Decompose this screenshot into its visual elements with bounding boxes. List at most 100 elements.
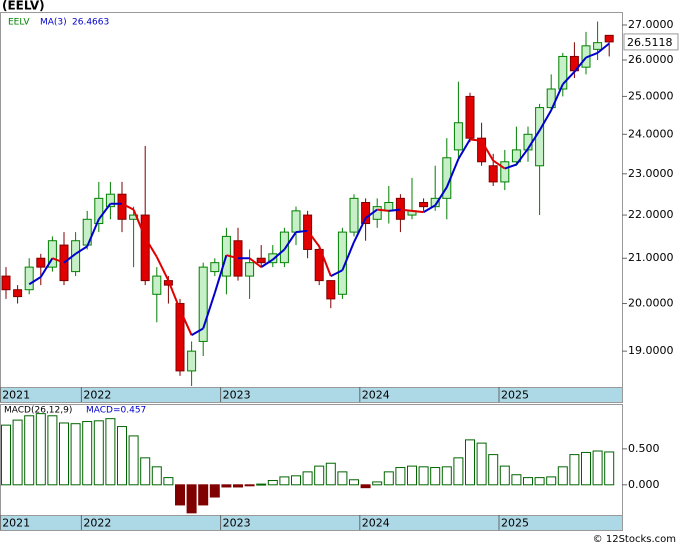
macd-bar [82, 421, 93, 486]
macd-bar [47, 415, 58, 486]
macd-bar [372, 481, 383, 486]
ma-segment [121, 202, 135, 211]
macd-bar [279, 476, 290, 486]
ma-segment [202, 292, 216, 329]
macd-bar [244, 484, 255, 487]
candle-body [279, 231, 289, 264]
ma-segment [213, 254, 228, 294]
y-tick-label: 25.0000 [628, 89, 674, 102]
macd-bar [93, 420, 104, 486]
ma-segment [97, 203, 112, 220]
candle-body [465, 95, 475, 139]
macd-bar [441, 466, 452, 486]
candle-body [175, 303, 185, 372]
legend-price: EELV [8, 18, 30, 28]
ma-segment [550, 83, 564, 111]
ma-segment [492, 159, 506, 170]
macd-bar [453, 457, 464, 486]
price-panel [0, 12, 623, 403]
ma-segment [562, 71, 576, 85]
macd-bar [151, 466, 162, 486]
candle-body [256, 257, 266, 264]
ma-segment [295, 229, 308, 234]
candle-body [291, 210, 301, 233]
x-tick-label: 2024 [362, 517, 390, 530]
candle-body [1, 275, 11, 291]
candle-body [59, 244, 69, 282]
macd-bar [349, 479, 359, 486]
x-tick-label: 2022 [83, 517, 111, 530]
price-box [623, 33, 679, 51]
ma-segment [469, 138, 482, 142]
x-tick-label: 2021 [2, 389, 30, 402]
candle-body [419, 201, 429, 208]
candle-body [604, 34, 614, 43]
macd-panel [0, 404, 623, 531]
x-tick-label: 2025 [501, 389, 529, 402]
ma-segment [377, 208, 389, 212]
macd-bar [569, 454, 580, 486]
y-tick-label: 21.0000 [628, 251, 674, 264]
candle-body [326, 280, 336, 300]
macd-bar [1, 424, 11, 486]
macd-bar [557, 466, 568, 486]
candle-body [349, 197, 359, 233]
x-tick-label: 2024 [362, 389, 390, 402]
ma-segment [179, 309, 193, 336]
candle-body [500, 161, 510, 183]
ma-segment [423, 204, 436, 213]
y-tick-label: 23.0000 [628, 167, 674, 180]
macd-bar [499, 465, 510, 486]
candle-body [187, 350, 197, 372]
x-tick-label: 2021 [2, 517, 30, 530]
ma-segment [52, 257, 65, 264]
ma-segment [248, 257, 262, 268]
x-tick-label: 2023 [223, 517, 251, 530]
legend-ma-value: 26.4663 [72, 18, 109, 28]
macd-bar [117, 426, 127, 486]
macd-bar [291, 475, 301, 486]
macd-bar [418, 466, 429, 486]
candle-body [245, 262, 255, 277]
chart-title: (EELV) [2, 0, 45, 13]
candle-body [13, 289, 23, 298]
y-tick-label: 19.0000 [628, 344, 674, 357]
legend-macd: MACD(26,12,9) [4, 406, 72, 416]
ma-segment [144, 237, 158, 258]
candle-body [140, 214, 150, 282]
y-tick-label: 27.0000 [628, 18, 674, 31]
ma-segment [445, 158, 460, 188]
candle-body [546, 88, 556, 109]
candle-body [558, 55, 568, 90]
x-tick-label: 2022 [83, 389, 111, 402]
legend-macd-value: MACD=0.457 [86, 406, 146, 416]
ma-segment [353, 217, 367, 243]
ma-segment [226, 254, 239, 260]
candle-body [117, 193, 127, 220]
macd-bar [35, 413, 46, 486]
candle-body [105, 193, 115, 208]
ma-segment [272, 248, 286, 261]
macd-bar [186, 484, 197, 514]
y-tick-label: 0.000 [628, 478, 660, 491]
price-box-label: 26.5118 [627, 36, 673, 49]
ma-segment [167, 280, 181, 310]
ma-segment [155, 256, 170, 282]
ma-segment [63, 253, 77, 264]
macd-bar [256, 483, 267, 486]
ma-segment [191, 327, 204, 337]
y-tick-label: 24.0000 [628, 127, 674, 140]
macd-bar [267, 479, 278, 486]
macd-bar [534, 477, 545, 486]
ma-segment [515, 148, 529, 166]
ma-segment [434, 186, 448, 206]
ma-segment [596, 42, 610, 54]
macd-bar [465, 439, 475, 486]
ma-segment [538, 109, 553, 131]
candle-body [361, 201, 371, 225]
candle-body [372, 206, 382, 220]
ma-segment [132, 209, 147, 239]
ma-segment [527, 129, 541, 150]
ma-segment [318, 246, 332, 277]
